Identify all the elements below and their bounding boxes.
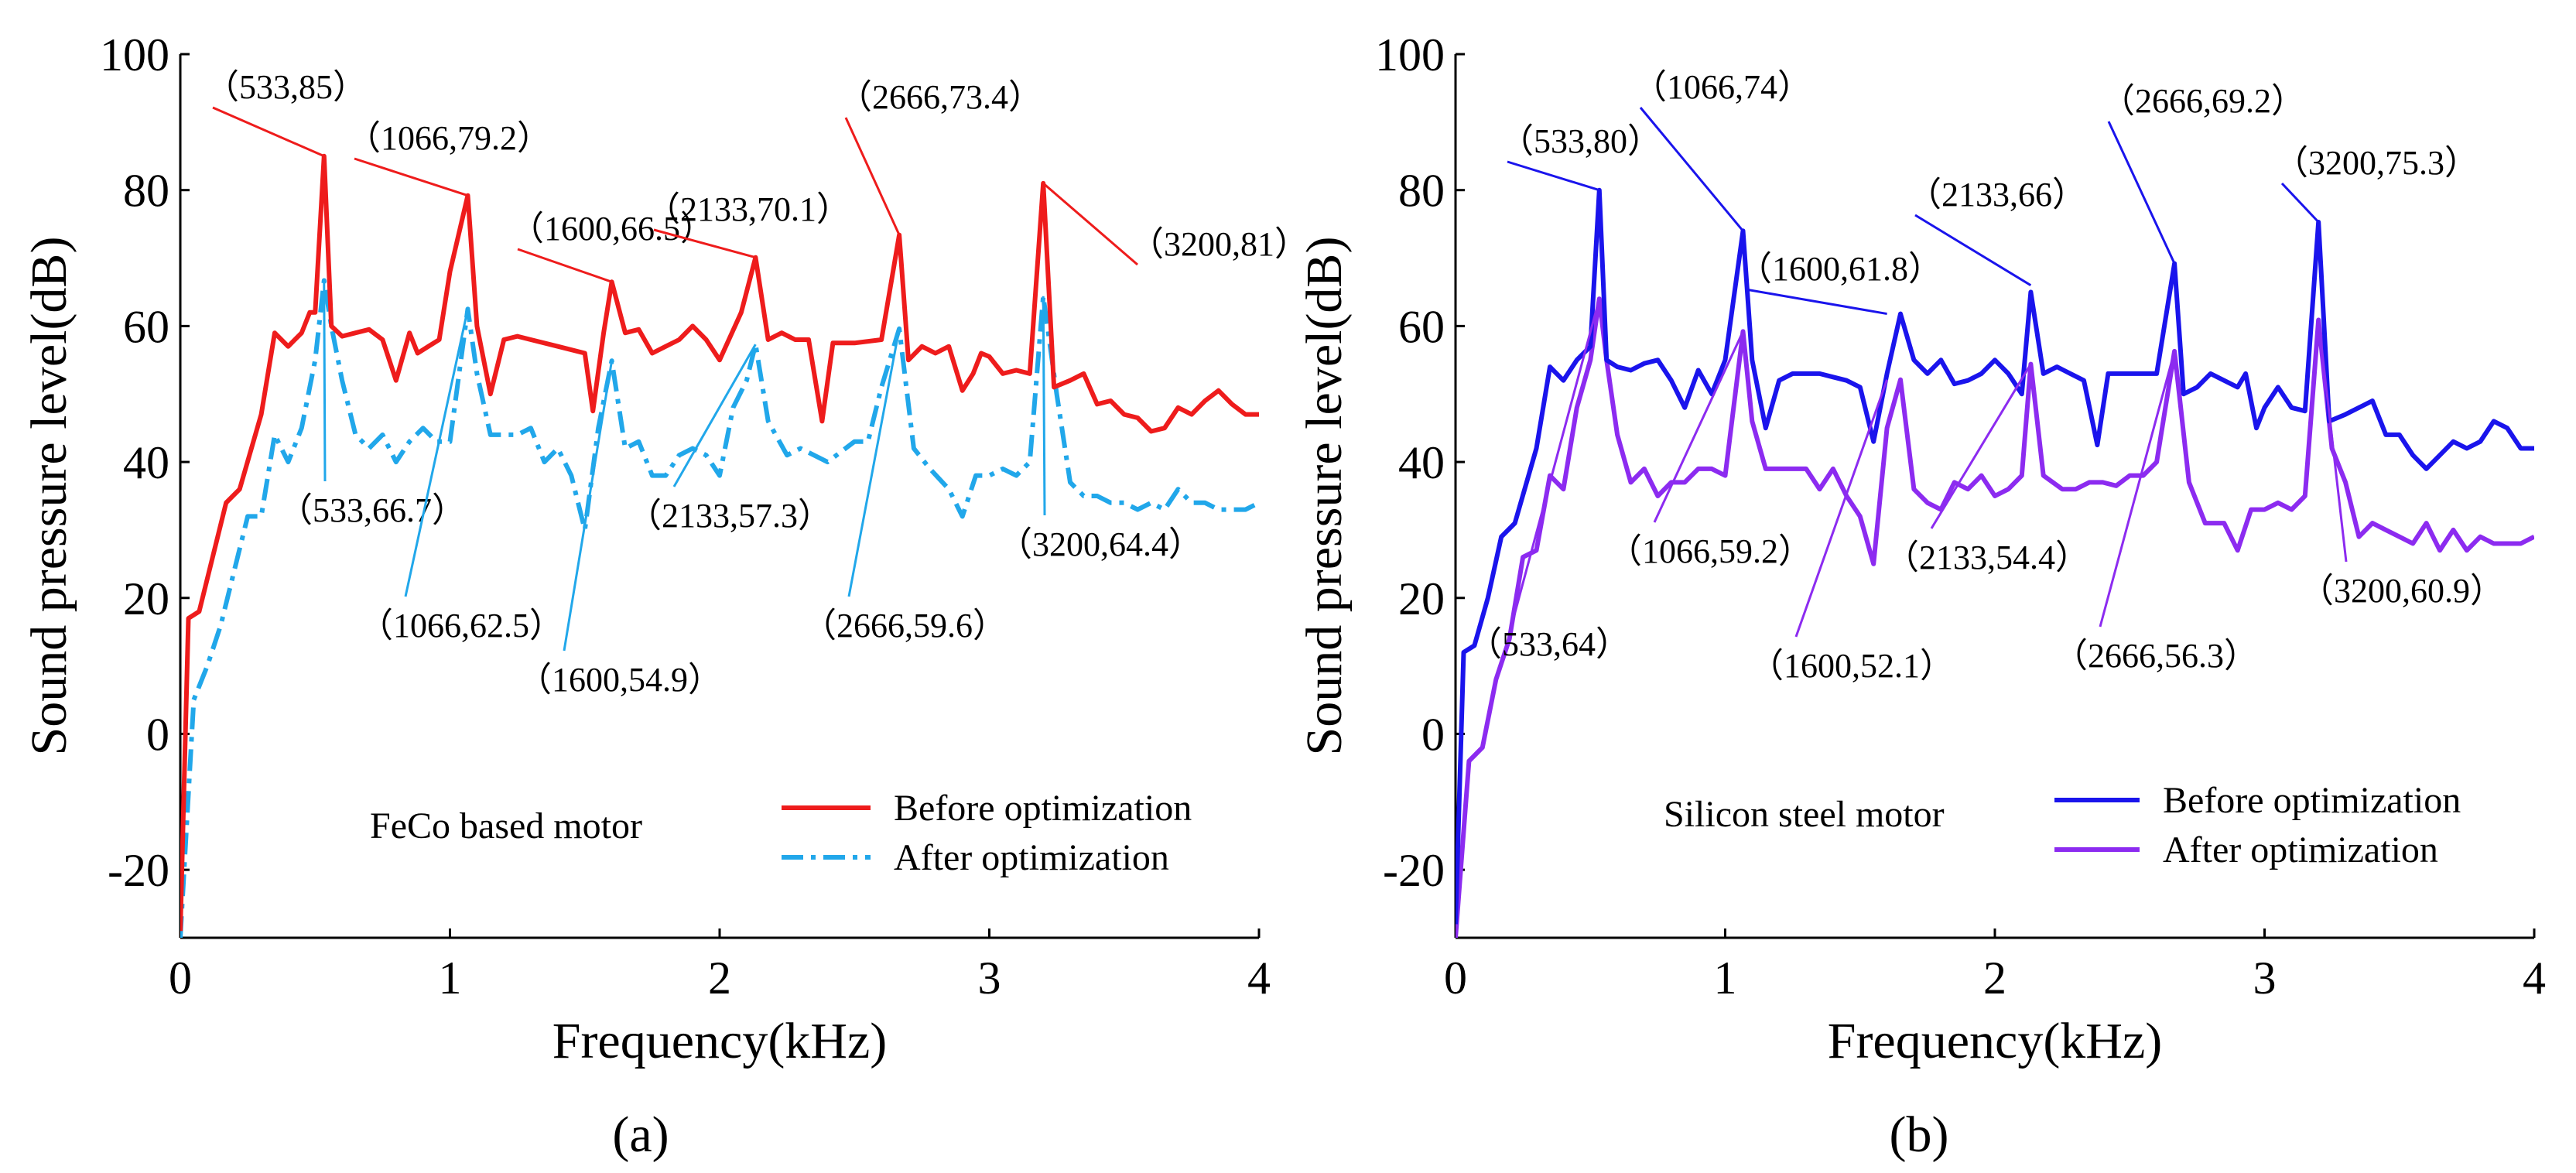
x-tick-label: 4: [2523, 952, 2546, 1004]
inset-label: Silicon steel motor: [1664, 794, 1945, 835]
y-tick-label: 80: [1398, 166, 1445, 217]
annotation-leader: [517, 248, 613, 283]
annotation-leader: [563, 360, 614, 651]
series-line-after: [1456, 296, 2534, 938]
y-tick-label: 0: [146, 709, 169, 760]
annotation-label-before: （3200,81）: [1130, 225, 1309, 263]
annotation-leader: [1042, 182, 1138, 266]
annotation-leader: [1653, 330, 1744, 523]
annotation-leader: [2099, 351, 2176, 628]
annotation-leader: [404, 309, 469, 597]
y-axis-label: Sound pressure level(dB): [21, 237, 77, 756]
annotation-leader: [1914, 214, 2032, 286]
annotation-label-after: （2133,54.4）: [1885, 539, 2089, 576]
y-tick-label: 40: [123, 437, 169, 488]
annotation-leader: [844, 117, 901, 236]
annotation-leader: [1513, 298, 1601, 616]
annotation-label-after: （3200,64.4）: [998, 525, 1202, 563]
annotation-label-after: （1066,59.2）: [1608, 532, 1812, 570]
annotation-leader: [672, 344, 757, 487]
legend-label-before: Before optimization: [2163, 780, 2461, 821]
annotation-label-before: （1066,79.2）: [347, 119, 551, 157]
x-tick-label: 1: [1714, 952, 1737, 1004]
annotation-label-before: （2666,73.4）: [838, 78, 1042, 116]
y-tick-label: 20: [1398, 573, 1445, 624]
annotation-leader: [1507, 160, 1600, 192]
annotation-leader: [2280, 182, 2320, 224]
annotation-label-after: （533,66.7）: [279, 491, 466, 529]
legend-label-before: Before optimization: [894, 788, 1192, 829]
panel-label-b: (b): [1890, 1106, 1949, 1163]
annotation-leader: [1042, 296, 1046, 516]
x-tick-label: 0: [1444, 952, 1467, 1004]
annotation-leader: [2107, 121, 2176, 265]
chart-panel-a: -20 0 20 40 60 80 100 0 1 2 3 4 Frequency(kHz) Sound …: [21, 29, 1309, 1069]
x-axis-label: Frequency(kHz): [552, 1013, 887, 1069]
annotation-leader: [323, 280, 327, 482]
y-tick-label: 20: [123, 573, 169, 624]
y-axis-label: Sound pressure level(dB): [1296, 237, 1353, 756]
y-tick-label: 100: [100, 29, 169, 80]
x-tick-label: 1: [439, 952, 462, 1004]
y-tick-label: 40: [1398, 437, 1445, 488]
annotation-leader: [1930, 363, 2032, 529]
annotation-label-after: （1600,52.1）: [1750, 647, 1954, 685]
series-line-before: [1456, 187, 2534, 925]
x-tick-label: 2: [1983, 952, 2006, 1004]
y-tick-label: 0: [1421, 709, 1445, 760]
annotation-label-after: （3200,60.9）: [2300, 572, 2504, 610]
annotation-label-before: （1066,74）: [1633, 68, 1811, 106]
x-tick-label: 3: [978, 952, 1001, 1004]
annotation-leader: [1794, 379, 1889, 638]
y-tick-label: 100: [1375, 29, 1445, 80]
panel-label-a: (a): [612, 1106, 669, 1163]
annotation-label-after: （533,64）: [1468, 625, 1630, 663]
annotation-leader: [653, 228, 756, 259]
legend-label-after: After optimization: [894, 837, 1169, 878]
annotation-leader: [2317, 320, 2348, 563]
x-tick-label: 0: [169, 952, 192, 1004]
annotation-label-before: （2666,69.2）: [2101, 82, 2305, 120]
annotation-label-after: （1066,62.5）: [359, 607, 563, 645]
x-axis-label: Frequency(kHz): [1828, 1013, 2162, 1069]
annotation-label-before: （2133,66）: [1907, 176, 2086, 214]
annotation-label-before: （1600,61.8）: [1738, 250, 1942, 288]
annotation-leader: [1745, 288, 1887, 316]
y-tick-label: 80: [123, 166, 169, 217]
inset-label: FeCo based motor: [370, 805, 642, 846]
annotation-label-after: （2666,59.6）: [802, 607, 1007, 645]
annotation-label-after: （2133,57.3）: [628, 497, 832, 535]
annotation-label-before: （2133,70.1）: [646, 190, 850, 228]
annotation-leader: [1639, 107, 1744, 232]
legend-label-after: After optimization: [2163, 829, 2438, 870]
y-tick-label: -20: [108, 845, 169, 896]
series-line-before: [180, 153, 1259, 932]
annotation-label-after: （1600,54.9）: [518, 661, 722, 699]
y-tick-label: -20: [1383, 845, 1445, 896]
annotation-label-before: （533,85）: [205, 68, 367, 106]
annotation-leader: [354, 157, 468, 197]
annotation-label-before: （1600,66.5）: [510, 210, 714, 248]
chart-panel-b: -20 0 20 40 60 80 100 0 1 2 3 4 Frequency(kHz) Sound …: [1296, 29, 2546, 1069]
annotation-label-before: （533,80）: [1500, 122, 1661, 160]
annotation-label-before: （3200,75.3）: [2274, 144, 2479, 182]
x-tick-label: 4: [1247, 952, 1271, 1004]
x-tick-label: 2: [708, 952, 731, 1004]
annotation-leader: [847, 328, 901, 597]
series-line-after: [180, 278, 1259, 938]
annotation-label-after: （2666,56.3）: [2054, 637, 2258, 675]
annotation-leader: [212, 106, 325, 158]
y-tick-label: 60: [123, 301, 169, 352]
x-tick-label: 3: [2253, 952, 2277, 1004]
y-tick-label: 60: [1398, 301, 1445, 352]
